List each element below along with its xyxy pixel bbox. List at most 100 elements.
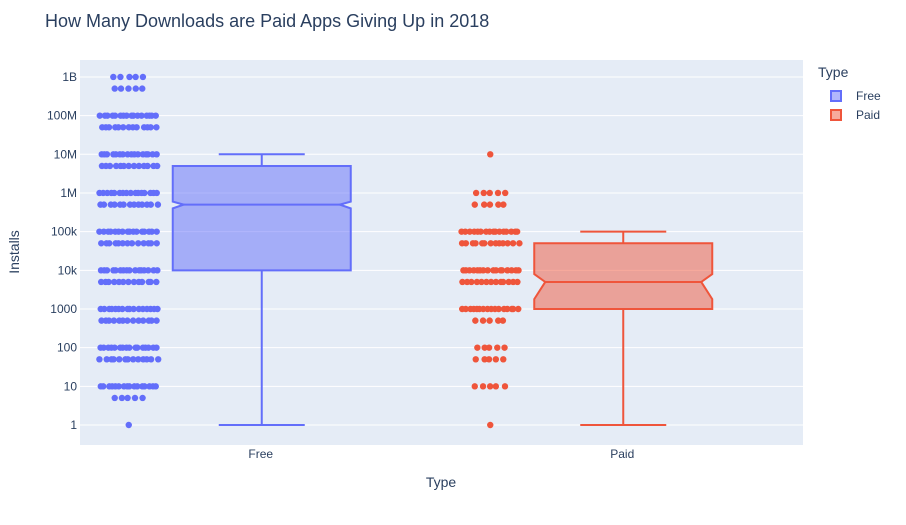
data-point-free[interactable] — [116, 356, 123, 363]
data-point-paid[interactable] — [492, 267, 500, 274]
data-point-paid[interactable] — [492, 278, 500, 286]
data-point-free[interactable] — [153, 189, 160, 197]
data-point-free[interactable] — [119, 228, 126, 235]
data-point-free[interactable] — [153, 228, 160, 235]
box-free[interactable] — [171, 153, 352, 426]
data-point-free[interactable] — [145, 344, 152, 351]
data-point-free[interactable] — [125, 85, 132, 92]
data-point-free[interactable] — [154, 201, 162, 208]
data-point-paid[interactable] — [486, 383, 494, 390]
data-point-free[interactable] — [111, 278, 118, 286]
data-point-free[interactable] — [134, 383, 141, 390]
data-point-paid[interactable] — [479, 383, 487, 390]
data-point-free[interactable] — [139, 73, 147, 81]
data-point-free[interactable] — [133, 124, 140, 131]
data-point-free[interactable] — [128, 240, 136, 247]
data-point-free[interactable] — [153, 344, 160, 351]
data-point-paid[interactable] — [473, 278, 481, 286]
data-point-free[interactable] — [103, 151, 111, 158]
data-point-paid[interactable] — [516, 240, 523, 247]
data-point-free[interactable] — [105, 124, 113, 131]
data-point-free[interactable] — [144, 151, 152, 158]
data-point-paid[interactable] — [481, 201, 488, 208]
data-point-free[interactable] — [135, 356, 142, 363]
data-point-free[interactable] — [147, 278, 154, 286]
data-point-free[interactable] — [138, 278, 146, 286]
data-point-free[interactable] — [117, 85, 125, 92]
data-point-free[interactable] — [104, 112, 111, 119]
data-point-free[interactable] — [120, 162, 128, 170]
data-point-free[interactable] — [135, 162, 143, 170]
data-point-free[interactable] — [111, 201, 118, 208]
data-point-free[interactable] — [125, 421, 132, 429]
data-point-paid[interactable] — [479, 317, 487, 324]
data-point-free[interactable] — [97, 278, 105, 286]
data-point-free[interactable] — [130, 278, 138, 286]
data-point-free[interactable] — [115, 124, 122, 131]
data-point-free[interactable] — [100, 344, 107, 351]
data-point-free[interactable] — [101, 305, 108, 313]
data-point-free[interactable] — [124, 394, 131, 402]
data-point-paid[interactable] — [480, 189, 487, 197]
data-point-free[interactable] — [133, 228, 140, 235]
data-point-free[interactable] — [129, 356, 137, 363]
data-point-free[interactable] — [111, 344, 118, 351]
data-point-paid[interactable] — [504, 305, 511, 313]
data-point-paid[interactable] — [495, 317, 502, 324]
data-point-free[interactable] — [147, 240, 155, 247]
data-point-paid[interactable] — [505, 278, 512, 286]
data-point-paid[interactable] — [478, 278, 485, 286]
data-point-free[interactable] — [147, 356, 155, 363]
data-point-free[interactable] — [153, 317, 160, 324]
data-point-paid[interactable] — [466, 228, 474, 235]
data-point-paid[interactable] — [481, 344, 488, 351]
data-point-free[interactable] — [152, 383, 159, 390]
data-point-free[interactable] — [106, 240, 113, 247]
data-point-free[interactable] — [130, 201, 138, 208]
data-point-free[interactable] — [115, 383, 122, 390]
data-point-paid[interactable] — [485, 344, 493, 351]
data-point-paid[interactable] — [462, 228, 469, 235]
data-point-free[interactable] — [126, 383, 133, 390]
data-point-paid[interactable] — [481, 356, 488, 363]
data-point-free[interactable] — [96, 228, 103, 235]
data-point-free[interactable] — [105, 278, 112, 286]
data-point-free[interactable] — [96, 112, 104, 119]
data-point-free[interactable] — [130, 162, 138, 170]
data-point-paid[interactable] — [474, 344, 481, 351]
data-point-free[interactable] — [153, 278, 160, 286]
data-point-free[interactable] — [155, 356, 162, 363]
data-point-paid[interactable] — [472, 317, 479, 324]
data-point-paid[interactable] — [500, 201, 507, 208]
data-point-paid[interactable] — [503, 228, 510, 235]
data-point-free[interactable] — [111, 112, 119, 119]
data-point-free[interactable] — [111, 85, 118, 92]
data-points[interactable] — [96, 73, 523, 429]
data-point-free[interactable] — [153, 151, 160, 158]
data-point-paid[interactable] — [481, 240, 488, 247]
data-point-free[interactable] — [106, 162, 114, 170]
data-point-paid[interactable] — [495, 305, 502, 313]
data-point-paid[interactable] — [495, 201, 502, 208]
data-point-free[interactable] — [123, 112, 130, 119]
data-point-paid[interactable] — [514, 278, 521, 286]
data-point-free[interactable] — [147, 124, 154, 131]
boxes[interactable] — [171, 153, 714, 426]
data-point-free[interactable] — [126, 344, 133, 351]
data-point-free[interactable] — [127, 189, 134, 197]
data-point-free[interactable] — [126, 267, 133, 274]
data-point-free[interactable] — [119, 124, 127, 131]
data-point-paid[interactable] — [494, 344, 501, 351]
data-point-paid[interactable] — [487, 278, 495, 286]
data-point-paid[interactable] — [459, 278, 466, 286]
data-point-free[interactable] — [119, 240, 126, 247]
data-point-free[interactable] — [125, 278, 132, 286]
data-point-paid[interactable] — [484, 267, 491, 274]
data-point-free[interactable] — [129, 317, 137, 324]
data-point-paid[interactable] — [472, 356, 479, 363]
data-point-free[interactable] — [153, 240, 160, 247]
data-point-free[interactable] — [139, 394, 146, 402]
legend-item-free[interactable]: Free — [818, 86, 881, 105]
data-point-free[interactable] — [132, 73, 139, 81]
data-point-paid[interactable] — [471, 383, 478, 390]
